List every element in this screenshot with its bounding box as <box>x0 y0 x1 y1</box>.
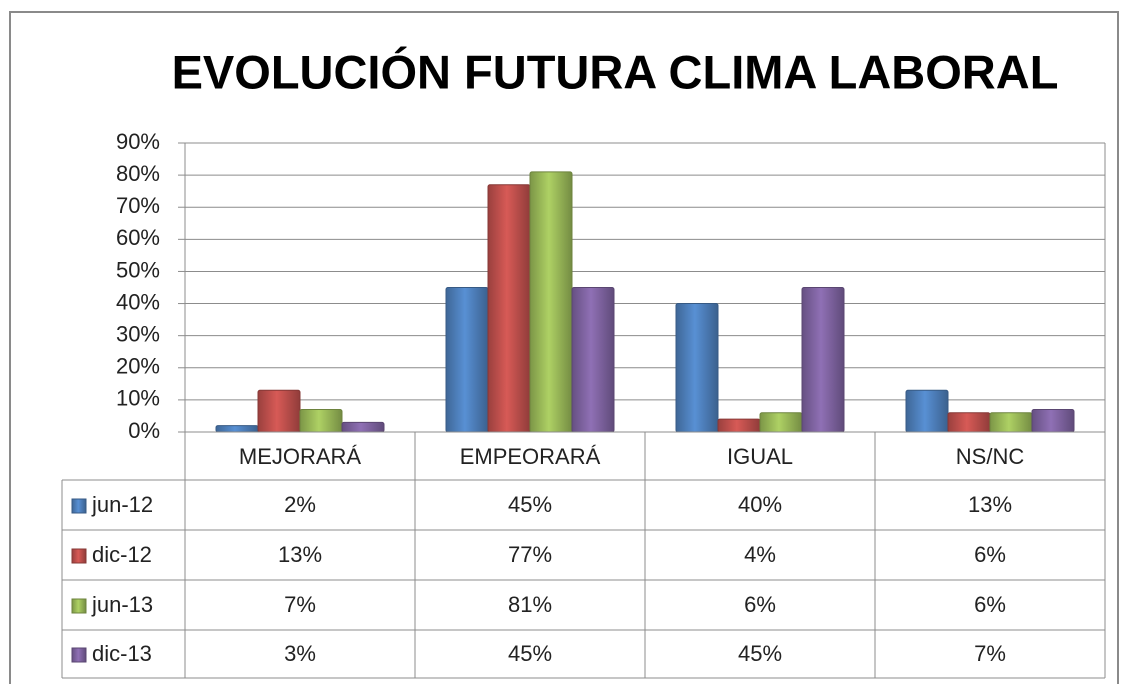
table-value: 7% <box>974 641 1006 666</box>
table-value: 2% <box>284 492 316 517</box>
bar <box>947 412 991 433</box>
y-tick-label: 40% <box>116 289 160 314</box>
bar <box>571 287 615 433</box>
legend-swatch <box>71 548 87 564</box>
table-value: 81% <box>508 592 552 617</box>
table-value: 40% <box>738 492 782 517</box>
legend-swatch <box>71 647 87 663</box>
table-value: 7% <box>284 592 316 617</box>
legend-swatch <box>71 598 87 614</box>
y-tick-label: 90% <box>116 129 160 154</box>
bar <box>529 171 573 433</box>
bar <box>989 412 1033 433</box>
table-value: 13% <box>278 542 322 567</box>
y-tick-label: 70% <box>116 193 160 218</box>
y-tick-label: 0% <box>128 418 160 443</box>
chart-border <box>9 11 1119 684</box>
bar <box>299 409 343 433</box>
table-value: 6% <box>744 592 776 617</box>
legend-label: dic-12 <box>92 542 152 567</box>
bar <box>257 389 301 433</box>
table-value: 6% <box>974 542 1006 567</box>
y-tick-label: 10% <box>116 386 160 411</box>
legend-label: jun-13 <box>91 592 153 617</box>
x-tick-label: EMPEORARÁ <box>460 444 601 469</box>
bar <box>341 421 385 433</box>
bar <box>801 287 845 433</box>
legend-swatch <box>71 498 87 514</box>
y-tick-label: 50% <box>116 257 160 282</box>
y-tick-label: 60% <box>116 225 160 250</box>
table-value: 3% <box>284 641 316 666</box>
bar <box>905 389 949 433</box>
legend-label: dic-13 <box>92 641 152 666</box>
x-tick-label: IGUAL <box>727 444 793 469</box>
chart-title: EVOLUCIÓN FUTURA CLIMA LABORAL <box>172 45 1059 98</box>
bar <box>445 287 489 433</box>
bar <box>717 418 761 433</box>
table-value: 6% <box>974 592 1006 617</box>
x-tick-label: NS/NC <box>956 444 1025 469</box>
x-tick-label: MEJORARÁ <box>239 444 362 469</box>
y-tick-label: 30% <box>116 321 160 346</box>
table-value: 13% <box>968 492 1012 517</box>
y-tick-label: 20% <box>116 354 160 379</box>
bar <box>759 412 803 433</box>
bar <box>1031 409 1075 433</box>
legend-label: jun-12 <box>91 492 153 517</box>
table-value: 45% <box>508 641 552 666</box>
bar <box>675 303 719 433</box>
bar <box>487 184 531 433</box>
table-value: 4% <box>744 542 776 567</box>
table-value: 77% <box>508 542 552 567</box>
bar <box>215 425 259 433</box>
table-value: 45% <box>508 492 552 517</box>
y-tick-label: 80% <box>116 161 160 186</box>
table-value: 45% <box>738 641 782 666</box>
